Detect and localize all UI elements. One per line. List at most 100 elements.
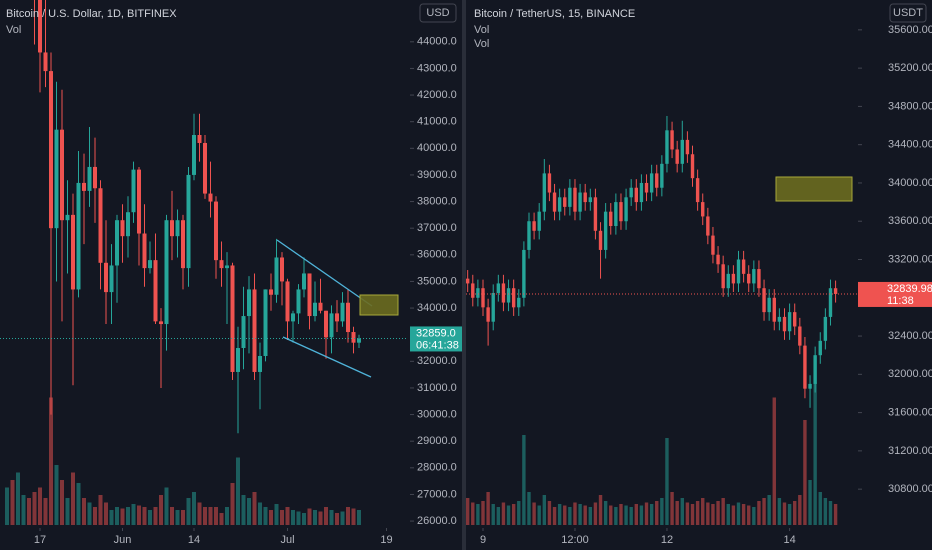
candle-body [164, 220, 169, 325]
volume-bar [660, 498, 664, 525]
volume-bar [828, 501, 833, 525]
volume-bar [547, 501, 552, 525]
candle-body [65, 214, 70, 221]
candle-body [522, 249, 526, 298]
overlay: Vol USD 26000.0 27000.0 28000.0 29000.0 30000.… [6, 3, 932, 546]
candle-body [241, 316, 246, 349]
volume-bar [280, 510, 284, 525]
volume-bar [148, 510, 152, 525]
volume-bar [486, 492, 490, 525]
volume-bar [318, 511, 323, 525]
volume-bar [98, 495, 103, 525]
volume-bar [649, 504, 654, 525]
volume-bar [568, 507, 572, 525]
candle-body [706, 216, 710, 236]
volume-bar [624, 505, 628, 525]
candle-body [716, 254, 720, 265]
candle-body [181, 220, 185, 269]
volume-bar [706, 502, 710, 525]
volume-bar [675, 501, 679, 525]
volume-bar [752, 507, 756, 525]
candle-body [115, 220, 119, 266]
candle-body [511, 288, 516, 308]
candle-body [798, 326, 802, 346]
candle-body [542, 173, 547, 212]
candle-body [823, 316, 828, 341]
candle-body [583, 192, 587, 203]
candle-body [598, 230, 603, 250]
volume-bar [203, 507, 207, 525]
candle-body [690, 154, 695, 179]
candle-body [552, 192, 557, 212]
volume-bar [563, 505, 567, 525]
volume-bar [701, 498, 705, 525]
y-tick-label: 34000.0 [417, 302, 457, 314]
candle-body [501, 283, 506, 303]
candle-body [476, 288, 480, 298]
y-tick-label: 35600.00 [888, 24, 932, 36]
volume-bar [629, 507, 633, 525]
volume-bar [506, 505, 511, 525]
y-tick-label: 30000.0 [417, 408, 457, 420]
volume-bar [813, 382, 817, 525]
candle-body [302, 273, 306, 290]
y-tick-label: 31000.0 [417, 382, 457, 394]
candle-body [695, 178, 700, 203]
y-tick-label: 35200.00 [888, 62, 932, 74]
volume-bar [527, 492, 531, 525]
candle-body [258, 355, 262, 372]
volume-bar [639, 505, 644, 525]
volume-bar [247, 498, 251, 525]
volume-bar [731, 505, 736, 525]
volume-bar [65, 498, 70, 525]
last-price-box [410, 326, 462, 352]
candle-body [828, 288, 833, 317]
volume-bar [236, 457, 240, 525]
y-tick-label: 30800.00 [888, 483, 932, 495]
volume-bar [49, 397, 53, 525]
candle-body [506, 288, 511, 303]
trend-line [282, 336, 372, 378]
candle-body [527, 221, 531, 250]
volume-bar [655, 501, 659, 525]
volume-bar [542, 495, 547, 525]
candle-body [563, 197, 567, 207]
volume-bar [573, 502, 577, 525]
volume-bar [685, 502, 690, 525]
candle-body [777, 316, 782, 322]
x-tick-label: 14 [783, 534, 795, 546]
candle-body [109, 265, 114, 293]
volume-bar [833, 504, 838, 525]
volume-bar [82, 498, 86, 525]
volume-bar [274, 504, 279, 525]
candle-body [148, 260, 152, 269]
volume-bar [578, 504, 582, 525]
volume-bar [38, 487, 42, 525]
last-price-label: 32839.98 [887, 283, 932, 295]
y-tick-label: 38000.0 [417, 195, 457, 207]
y-tick-label: 31600.00 [888, 407, 932, 419]
volume-bar [532, 502, 536, 525]
volume-bar [104, 502, 108, 525]
candle-body [634, 187, 638, 203]
volume-bar [43, 498, 48, 525]
volume-bar [214, 507, 218, 525]
candle-body [54, 129, 59, 229]
candle-body [818, 340, 822, 356]
y-tick-label: 41000.0 [417, 116, 457, 128]
candle-body [203, 142, 207, 194]
y-tick-label: 28000.0 [417, 462, 457, 474]
zone-box [359, 294, 399, 316]
candle-body [269, 289, 273, 295]
volume-bar [307, 508, 312, 525]
candle-body [762, 288, 766, 313]
volume-bar [346, 507, 350, 525]
candle-body [547, 173, 552, 193]
candle-body [813, 355, 817, 384]
candle-body [351, 332, 356, 343]
volume-bar [501, 502, 506, 525]
candle-body [357, 338, 361, 343]
candle-body [296, 289, 301, 314]
candle-body [578, 192, 582, 212]
volume-bar [131, 504, 136, 525]
